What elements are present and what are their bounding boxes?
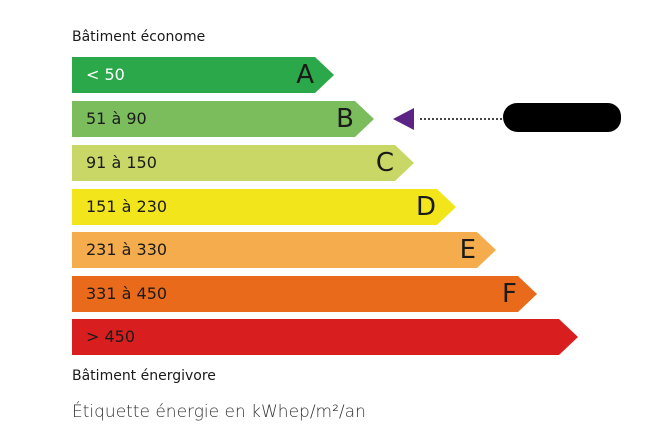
- energy-class-d: 151 à 230 D: [72, 189, 456, 225]
- energy-class-c: 91 à 150 C: [72, 145, 414, 181]
- energy-class-a: < 50 A: [72, 57, 334, 93]
- energy-class-b: 51 à 90 B: [72, 101, 374, 137]
- redacted-value: [503, 103, 621, 132]
- class-letter: F: [502, 279, 517, 309]
- indicator-leader-line: [420, 118, 502, 120]
- class-letter: D: [415, 192, 436, 222]
- energy-class-f: 331 à 450 F: [72, 276, 537, 312]
- top-label: Bâtiment économe: [72, 29, 206, 45]
- energy-class-e: 231 à 330 E: [72, 232, 496, 268]
- class-range: 331 à 450: [86, 284, 168, 303]
- class-range: 151 à 230: [86, 197, 168, 216]
- class-range: > 450: [86, 327, 136, 346]
- class-range: < 50: [86, 65, 125, 84]
- energy-class-g: > 450: [72, 319, 578, 355]
- class-letter: C: [375, 148, 394, 178]
- class-range: 51 à 90: [86, 109, 147, 128]
- bottom-label: Bâtiment énergivore: [72, 368, 216, 384]
- class-letter: B: [336, 104, 354, 134]
- indicator-arrow-icon: [393, 108, 414, 130]
- class-range: 91 à 150: [86, 153, 157, 172]
- class-range: 231 à 330: [86, 240, 168, 259]
- class-letter: E: [459, 235, 476, 265]
- unit-label: Étiquette énergie en kWhep/m²/an: [72, 402, 366, 422]
- class-letter: A: [296, 60, 314, 90]
